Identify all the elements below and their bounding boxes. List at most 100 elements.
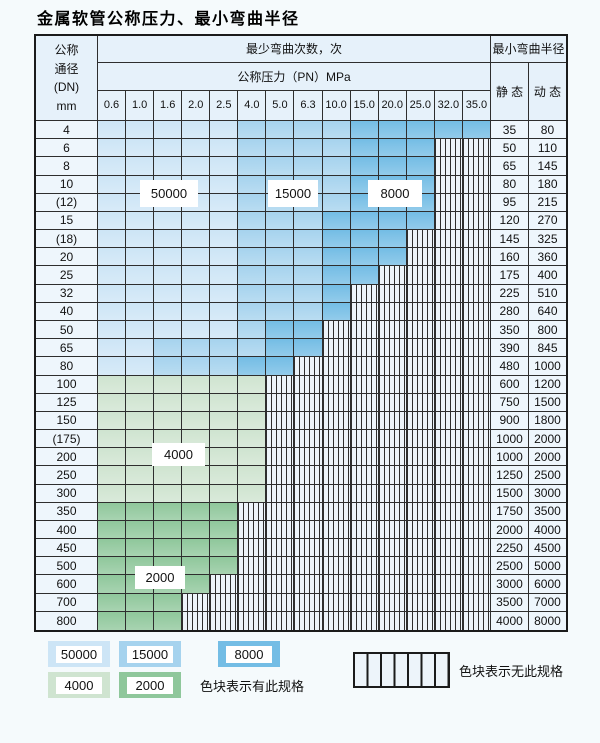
static-value: 95	[490, 193, 529, 212]
grid-cell	[98, 339, 127, 358]
pressure-tick: 1.0	[126, 91, 155, 121]
grid-cell	[462, 539, 491, 558]
grid-cell	[434, 557, 463, 576]
grid-cell	[210, 284, 239, 303]
grid-cell	[210, 175, 239, 194]
grid-cell	[238, 175, 267, 194]
grid-cell	[126, 484, 155, 503]
grid-cell	[322, 611, 351, 630]
static-value: 750	[490, 393, 529, 412]
grid-cell	[210, 302, 239, 321]
has-spec-label: 色块表示有此规格	[200, 678, 305, 694]
grid-cell	[154, 375, 183, 394]
grid-cell	[266, 266, 295, 285]
grid-cell	[266, 121, 295, 140]
grid-cell	[126, 593, 155, 612]
grid-cell	[182, 284, 211, 303]
grid-cell	[154, 393, 183, 412]
grid-cell	[322, 157, 351, 176]
grid-cell	[210, 230, 239, 249]
grid-cell	[294, 339, 323, 358]
grid-cell	[182, 157, 211, 176]
grid-cell	[210, 520, 239, 540]
grid-cell	[266, 339, 295, 358]
grid-cell	[126, 302, 155, 321]
dn-cell: 125	[36, 393, 98, 412]
grid-cell	[238, 320, 267, 340]
grid-cell	[322, 248, 351, 267]
grid-cell	[378, 248, 407, 267]
grid-cell	[406, 157, 435, 176]
grid-cell	[406, 248, 435, 267]
grid-cell	[378, 230, 407, 249]
grid-cell	[182, 139, 211, 158]
grid-cell	[238, 520, 267, 540]
grid-cell	[210, 339, 239, 358]
grid-cell	[322, 357, 351, 376]
grid-cell	[322, 466, 351, 485]
grid-cell	[266, 611, 295, 630]
grid-cell	[210, 139, 239, 158]
grid-cell	[378, 284, 407, 303]
grid-cell	[210, 121, 239, 140]
dn-cell: 200	[36, 448, 98, 467]
grid-cell	[434, 230, 463, 249]
grid-cell	[434, 320, 463, 340]
grid-cell	[434, 430, 463, 449]
grid-cell	[238, 593, 267, 612]
grid-cell	[378, 121, 407, 140]
grid-cell	[266, 520, 295, 540]
grid-cell	[378, 302, 407, 321]
grid-cell	[182, 557, 211, 576]
grid-cell	[406, 339, 435, 358]
grid-cell	[462, 302, 491, 321]
grid-cell	[378, 593, 407, 612]
grid-cell	[406, 502, 435, 521]
dynamic-value: 640	[528, 302, 566, 321]
grid-cell	[378, 448, 407, 467]
grid-cell	[182, 211, 211, 231]
grid-cell	[322, 175, 351, 194]
grid-cell	[182, 357, 211, 376]
dynamic-value: 360	[528, 248, 566, 267]
grid-cell	[378, 320, 407, 340]
grid-cell	[154, 502, 183, 521]
grid-cell	[462, 248, 491, 267]
grid-cell	[210, 266, 239, 285]
grid-cell	[294, 121, 323, 140]
grid-cell	[434, 211, 463, 231]
grid-cell	[378, 520, 407, 540]
static-value: 2000	[490, 520, 529, 540]
grid-cell	[126, 248, 155, 267]
grid-cell	[238, 193, 267, 212]
grid-cell	[350, 211, 379, 231]
dn-cell: 350	[36, 502, 98, 521]
grid-cell	[98, 320, 127, 340]
grid-cell	[238, 411, 267, 431]
dynamic-header: 动 态	[528, 63, 566, 121]
grid-cell	[126, 121, 155, 140]
static-value: 1000	[490, 430, 529, 449]
dynamic-value: 270	[528, 211, 566, 231]
pressure-tick: 10.0	[322, 91, 351, 121]
grid-cell	[350, 121, 379, 140]
grid-cell	[126, 266, 155, 285]
grid-cell	[210, 611, 239, 630]
grid-cell	[406, 302, 435, 321]
grid-cell	[210, 193, 239, 212]
grid-cell	[350, 375, 379, 394]
grid-cell	[378, 357, 407, 376]
dynamic-value: 3500	[528, 502, 566, 521]
grid-cell	[462, 466, 491, 485]
grid-cell	[294, 411, 323, 431]
grid-cell	[266, 157, 295, 176]
grid-cell	[98, 611, 127, 630]
grid-cell	[98, 448, 127, 467]
grid-cell	[350, 466, 379, 485]
region-value-label: 15000	[268, 180, 318, 207]
grid-cell	[322, 593, 351, 612]
grid-cell	[378, 339, 407, 358]
grid-cell	[266, 211, 295, 231]
grid-cell	[182, 248, 211, 267]
spec-grid: 公称 通径 (DN) mm 最少弯曲次数，次 最小弯曲半径 公称压力（PN）MP…	[36, 36, 566, 630]
